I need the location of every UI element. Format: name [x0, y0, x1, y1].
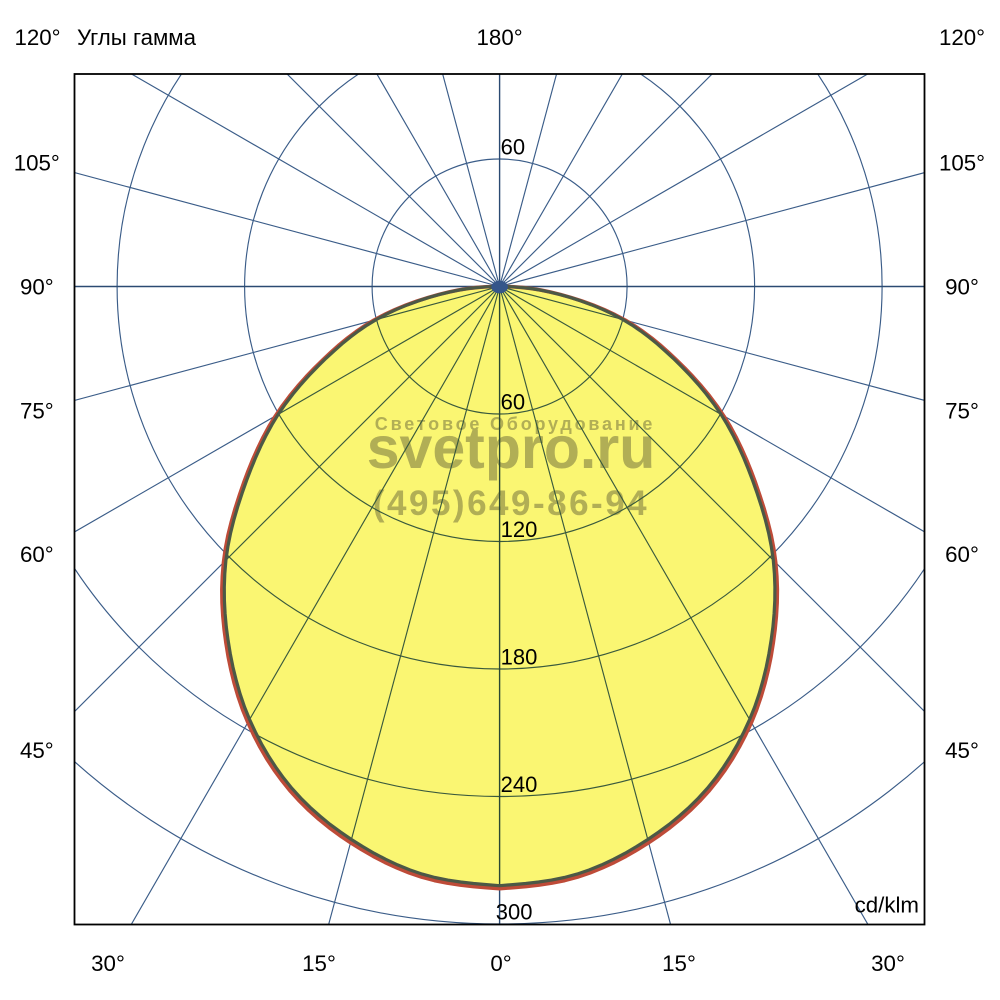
svg-text:180: 180 — [501, 645, 538, 670]
svg-text:90°: 90° — [945, 275, 979, 300]
svg-text:105°: 105° — [14, 150, 60, 175]
svg-text:300: 300 — [496, 900, 533, 925]
svg-text:(495)649-86-94: (495)649-86-94 — [373, 484, 649, 523]
svg-text:45°: 45° — [945, 738, 979, 763]
svg-text:90°: 90° — [20, 275, 54, 300]
svg-text:30°: 30° — [871, 951, 905, 976]
svg-text:0°: 0° — [490, 951, 511, 976]
svg-text:45°: 45° — [20, 738, 54, 763]
svg-text:15°: 15° — [662, 951, 696, 976]
svg-text:30°: 30° — [91, 951, 125, 976]
svg-text:240: 240 — [501, 772, 538, 797]
svg-text:75°: 75° — [20, 399, 54, 424]
svg-text:15°: 15° — [302, 951, 336, 976]
svg-text:120°: 120° — [14, 25, 60, 50]
svg-text:105°: 105° — [939, 150, 985, 175]
svg-text:Световое Оборудование: Световое Оборудование — [375, 414, 655, 434]
svg-text:120: 120 — [501, 517, 538, 542]
svg-text:60: 60 — [501, 390, 525, 415]
svg-text:60°: 60° — [20, 542, 54, 567]
svg-text:60°: 60° — [945, 542, 979, 567]
svg-text:180°: 180° — [477, 25, 523, 50]
svg-text:60: 60 — [501, 135, 525, 160]
svg-text:120°: 120° — [939, 25, 985, 50]
svg-text:Углы гамма: Углы гамма — [77, 25, 197, 50]
svg-text:svetpro.ru: svetpro.ru — [367, 415, 656, 481]
svg-text:75°: 75° — [945, 399, 979, 424]
svg-text:cd/klm: cd/klm — [855, 893, 919, 918]
